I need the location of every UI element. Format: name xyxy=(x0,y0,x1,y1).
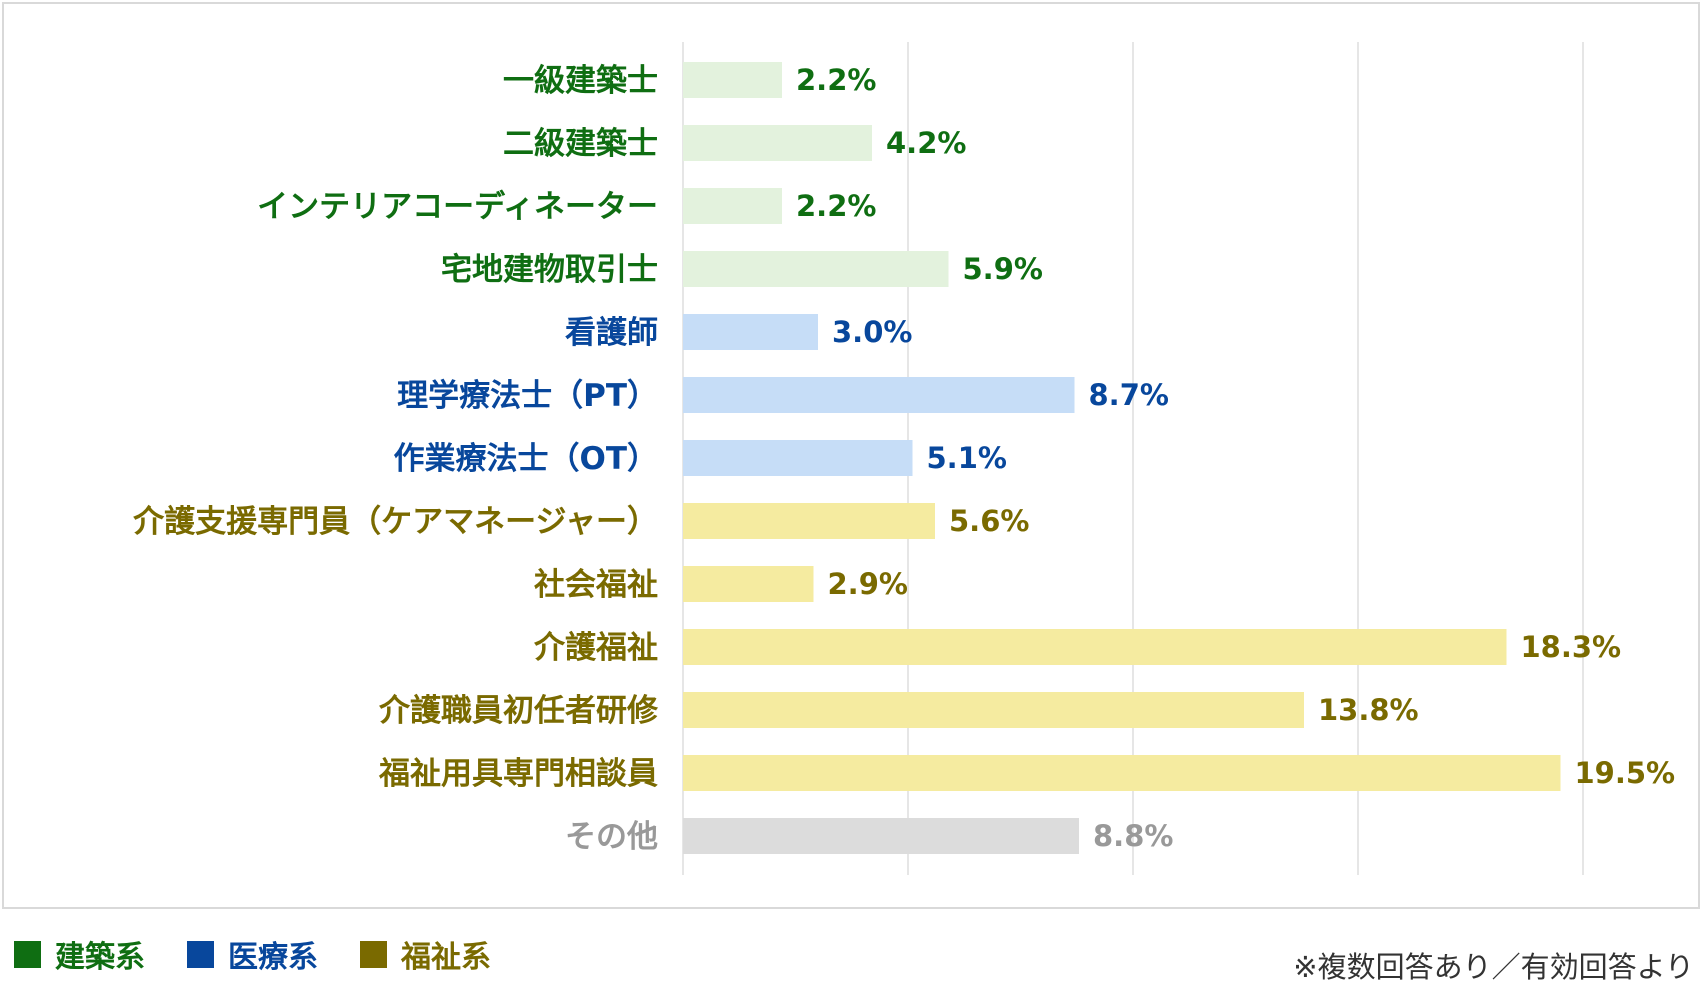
bar xyxy=(683,377,1075,413)
bar xyxy=(683,314,818,350)
category-label: その他 xyxy=(565,819,658,855)
category-label: 看護師 xyxy=(565,315,658,351)
bar xyxy=(683,125,872,161)
bar xyxy=(683,629,1507,665)
bar xyxy=(683,62,782,98)
data-label: 3.0% xyxy=(832,315,912,349)
bar xyxy=(683,251,949,287)
data-label: 19.5% xyxy=(1575,756,1676,790)
bar xyxy=(683,440,913,476)
legend-label-welfare: 福祉系 xyxy=(401,940,491,975)
category-label: インテリアコーディネーター xyxy=(257,189,658,225)
legend-label-architecture: 建築系 xyxy=(55,940,145,975)
data-label: 5.1% xyxy=(927,441,1007,475)
data-label: 8.8% xyxy=(1093,819,1173,853)
legend-item-medical: 医療系 xyxy=(187,932,318,976)
category-label: 介護支援専門員（ケアマネージャー） xyxy=(132,504,658,540)
category-label: 理学療法士（PT） xyxy=(397,378,658,414)
data-label: 5.9% xyxy=(963,252,1043,286)
bar-chart: 一級建築士 2.2% 二級建築士 4.2% インテリアコーディネーター 2.2% 宅地建物取… xyxy=(132,42,1676,875)
bar xyxy=(683,188,782,224)
category-label: 介護職員初任者研修 xyxy=(378,693,659,729)
legend: 建築系 医療系 福祉系 xyxy=(14,932,491,976)
legend-item-welfare: 福祉系 xyxy=(360,932,491,976)
legend-swatch-welfare xyxy=(360,940,387,968)
category-label: 作業療法士（OT） xyxy=(394,441,659,477)
legend-swatch-medical xyxy=(187,940,214,968)
bar xyxy=(683,503,935,539)
bar xyxy=(683,755,1561,791)
bar xyxy=(683,818,1079,854)
data-label: 2.2% xyxy=(796,63,876,97)
data-label: 2.2% xyxy=(796,189,876,223)
legend-item-architecture: 建築系 xyxy=(14,932,145,976)
data-label: 13.8% xyxy=(1318,693,1419,727)
legend-label-medical: 医療系 xyxy=(228,940,318,975)
category-label: 介護福祉 xyxy=(533,630,658,666)
category-label: 一級建築士 xyxy=(503,63,658,99)
category-label: 宅地建物取引士 xyxy=(441,252,658,288)
data-label: 8.7% xyxy=(1089,378,1169,412)
data-label: 4.2% xyxy=(886,126,966,160)
footnote: ※複数回答あり／有効回答より xyxy=(1293,950,1694,984)
bar xyxy=(683,692,1304,728)
category-label: 二級建築士 xyxy=(503,126,658,162)
legend-swatch-architecture xyxy=(14,940,41,968)
category-label: 社会福祉 xyxy=(534,567,658,603)
category-label: 福祉用具専門相談員 xyxy=(378,756,658,792)
data-label: 2.9% xyxy=(828,567,908,601)
data-label: 5.6% xyxy=(949,504,1029,538)
bar xyxy=(683,566,814,602)
data-label: 18.3% xyxy=(1521,630,1622,664)
